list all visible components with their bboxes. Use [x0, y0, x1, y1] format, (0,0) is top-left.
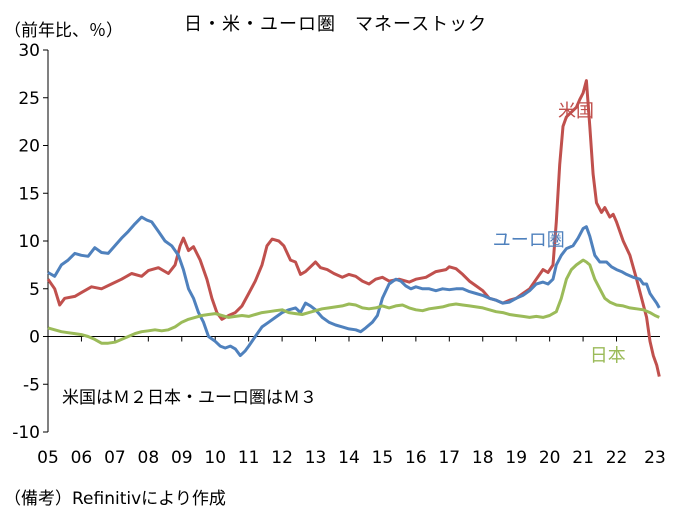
series-label: 米国 — [558, 101, 594, 122]
x-tick-label: 18 — [472, 448, 494, 468]
x-tick-label: 21 — [572, 448, 594, 468]
series-lines — [46, 79, 661, 377]
y-tick-label: 10 — [18, 232, 40, 252]
x-tick-label: 10 — [204, 448, 226, 468]
x-tick-label: 11 — [238, 448, 260, 468]
chart-title: 日・米・ユーロ圏 マネーストック — [184, 14, 488, 35]
x-tick-label: 23 — [644, 448, 666, 468]
x-tick-label: 06 — [71, 448, 93, 468]
x-tick-label: 22 — [606, 448, 628, 468]
series-line — [47, 215, 661, 358]
y-tick-label: 15 — [18, 184, 40, 204]
axes — [43, 49, 660, 433]
y-tick-label: 20 — [18, 137, 40, 157]
y-tick-label: -5 — [23, 375, 40, 395]
series-line — [47, 258, 660, 345]
series-label: 日本 — [590, 345, 626, 366]
y-tick-label: 0 — [29, 328, 40, 348]
series-line — [46, 79, 661, 377]
chart-note: 米国はＭ２日本・ユーロ圏はＭ３ — [62, 388, 317, 408]
series-label: ユーロ圏 — [493, 230, 565, 251]
x-tick-label: 19 — [505, 448, 527, 468]
x-tick-label: 12 — [271, 448, 293, 468]
x-tick-label: 05 — [37, 448, 59, 468]
x-tick-label: 14 — [338, 448, 360, 468]
x-tick-label: 08 — [138, 448, 160, 468]
y-tick-label: 5 — [29, 280, 40, 300]
y-axis-unit-label: （前年比、％） — [4, 21, 123, 41]
y-tick-label: 25 — [18, 89, 40, 109]
x-tick-label: 15 — [372, 448, 394, 468]
x-tick-label: 16 — [405, 448, 427, 468]
x-tick-label: 07 — [104, 448, 126, 468]
source-note: （備考）Refinitivにより作成 — [4, 489, 226, 509]
y-tick-label: 30 — [18, 41, 40, 61]
x-tick-label: 09 — [171, 448, 193, 468]
x-tick-labels: 05 06 07 08 09 10 11 12 13 14 15 16 17 18 19 20 21 22 23 — [37, 448, 666, 468]
y-tick-labels: 30 25 20 15 10 5 0 -5 -10 — [12, 41, 40, 443]
y-tick-label: -10 — [12, 423, 40, 443]
x-tick-label: 20 — [539, 448, 561, 468]
x-tick-label: 13 — [305, 448, 327, 468]
x-tick-label: 17 — [438, 448, 460, 468]
